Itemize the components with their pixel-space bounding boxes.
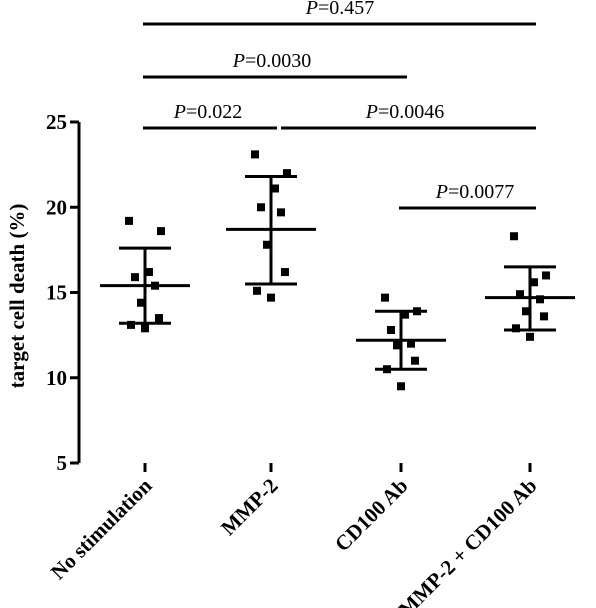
- data-point: [542, 271, 550, 280]
- x-tick-label: CD100 Ab: [330, 474, 413, 557]
- data-point: [393, 341, 401, 350]
- data-point: [397, 382, 405, 391]
- data-marks: [100, 150, 575, 391]
- data-point: [257, 203, 265, 212]
- y-tick-label: 20: [46, 195, 67, 219]
- data-point: [401, 310, 409, 319]
- data-point: [125, 216, 133, 225]
- data-point: [510, 232, 518, 241]
- data-point: [157, 227, 165, 236]
- data-point: [522, 307, 530, 316]
- p-value-symbol: P: [305, 0, 318, 19]
- data-point: [127, 320, 135, 329]
- data-point: [281, 268, 289, 277]
- x-tick-label: MMP-2: [216, 474, 282, 540]
- data-point: [387, 326, 395, 335]
- data-point: [411, 356, 419, 365]
- y-tick-label: 10: [46, 366, 67, 390]
- data-point: [536, 295, 544, 304]
- data-point: [271, 184, 279, 193]
- p-value-symbol: P: [365, 101, 378, 123]
- data-point: [263, 240, 271, 249]
- x-tick-label: No stimulation: [46, 473, 157, 584]
- p-value-number: =0.022: [186, 101, 242, 123]
- data-point: [253, 286, 261, 295]
- data-point: [251, 150, 259, 159]
- y-axis-label: target cell death (%): [5, 204, 29, 389]
- data-point: [512, 324, 520, 333]
- p-value-number: =0.0030: [245, 50, 311, 72]
- data-point: [155, 314, 163, 323]
- y-tick-label: 15: [46, 281, 67, 305]
- data-point: [137, 298, 145, 307]
- p-value-label: P=0.0030: [232, 50, 312, 72]
- data-point: [530, 278, 538, 287]
- x-tick-label: MMP-2 + CD100 Ab: [394, 474, 542, 608]
- y-tick-label: 25: [46, 110, 67, 134]
- data-point: [131, 273, 139, 282]
- p-value-number: =0.0077: [448, 181, 514, 203]
- data-point: [526, 332, 534, 341]
- data-point: [516, 290, 524, 299]
- y-tick-label: 5: [57, 451, 68, 475]
- data-point: [381, 293, 389, 302]
- p-value-label: P=0.022: [173, 101, 243, 123]
- p-value-symbol: P: [232, 50, 245, 72]
- data-point: [540, 312, 548, 321]
- data-point: [407, 339, 415, 348]
- data-point: [267, 293, 275, 302]
- data-point: [283, 169, 291, 178]
- p-value-label: P=0.0046: [365, 101, 445, 123]
- p-value-label: P=0.0077: [435, 181, 515, 203]
- p-value-label: P=0.457: [305, 0, 375, 19]
- data-point: [413, 307, 421, 316]
- data-point: [277, 208, 285, 217]
- p-value-number: =0.457: [318, 0, 374, 19]
- data-point: [383, 365, 391, 374]
- p-value-number: =0.0046: [378, 101, 444, 123]
- p-value-symbol: P: [435, 181, 448, 203]
- data-point: [145, 268, 153, 277]
- data-point: [141, 324, 149, 333]
- p-value-symbol: P: [173, 101, 186, 123]
- data-point: [151, 281, 159, 290]
